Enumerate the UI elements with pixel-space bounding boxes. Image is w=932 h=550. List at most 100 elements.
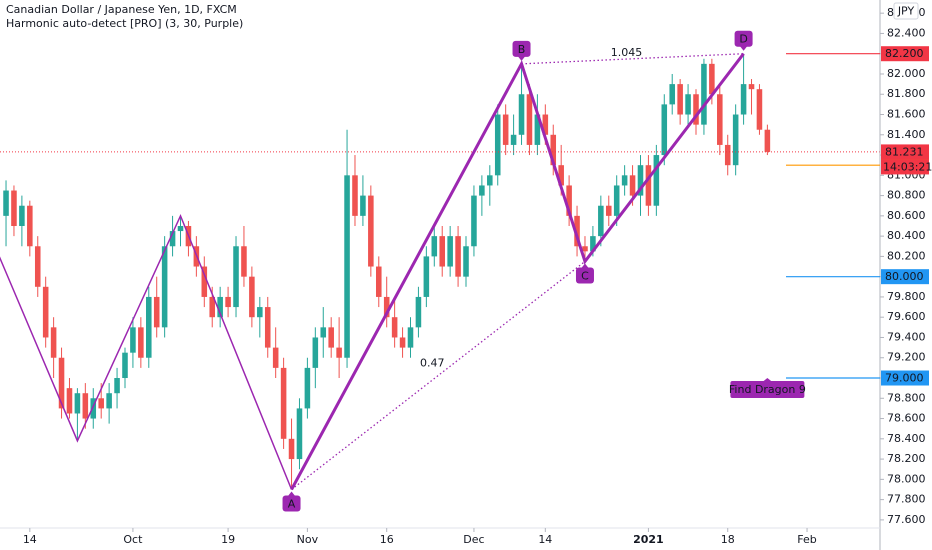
candle-body [510,134,517,145]
chart-title: Canadian Dollar / Japanese Yen, 1D, FXCM [6,3,237,16]
candle-body [98,398,104,409]
candle-body [494,114,501,176]
candle-body [574,215,580,247]
y-tick-label: 77.800 [887,493,926,506]
candle-body [11,190,17,226]
y-tick-label: 80.600 [887,209,926,222]
marker-pointer [517,55,526,61]
y-tick-label: 78.600 [887,412,926,425]
candle-body [724,144,731,166]
marker-box [575,267,594,284]
marker-pointer [287,491,296,497]
candle-body [479,185,485,196]
marker-label: A [288,497,296,510]
candle-body [637,165,644,196]
candle-body [518,94,525,135]
candle-body [447,236,453,267]
x-tick-label: 19 [221,533,235,546]
candle-body [764,129,771,152]
candle-body [629,175,636,196]
level-tag [881,370,929,386]
candle-body [19,205,25,226]
candle-body [50,327,57,358]
candle-body [177,225,184,232]
y-tick-label: 81.600 [887,108,926,121]
candle-body [383,296,390,318]
candle-body [399,337,406,348]
x-tick-label: 2021 [633,533,664,546]
candle-body [264,307,271,348]
candle-body [241,246,247,277]
candle-body [74,393,81,414]
candle-body [82,393,89,419]
candle-body [645,165,652,206]
candle-body [304,367,311,409]
y-tick-label: 80.800 [887,189,926,202]
marker-box [282,495,301,512]
level-label: 82.200 [885,47,924,60]
plot-area: 1.045 0.47 [0,46,880,491]
candle-body [209,296,216,318]
candle-body [42,286,49,338]
x-tick-label: Nov [297,533,319,546]
candle-body [169,231,176,247]
pattern-point-marker: D [734,30,753,51]
x-tick-label: 14 [538,533,552,546]
y-tick-label: 80.200 [887,249,926,262]
pattern-leg [0,213,293,490]
candle-body [375,266,382,297]
candle-body [336,347,342,358]
level-tag [881,269,929,285]
candle-body [542,114,549,135]
price-label: 81.231 [885,145,924,158]
candle-body [161,246,168,328]
y-tick-label: 78.800 [887,391,926,404]
pattern-point-marker: A [282,491,301,512]
candle-body [566,185,572,216]
countdown-tag [881,159,929,175]
y-tick-label: 79.400 [887,330,926,343]
marker-box [512,40,531,57]
candle-body [391,317,398,338]
candle-body [717,94,723,145]
candle-body [352,175,358,216]
y-tick-label: 78.400 [887,432,926,445]
candle-body [272,347,279,368]
candle-body [701,63,707,125]
x-tick-label: Feb [797,533,816,546]
candle-body [653,155,660,206]
marker-label: C [581,269,589,282]
candle-body [3,190,9,216]
x-tick-label: 18 [721,533,735,546]
ratio-label: 1.045 [611,46,643,59]
candle-body [709,63,715,95]
candle-body [122,352,128,379]
candle-body [677,84,683,115]
candle-body [106,393,112,409]
candle-body [58,357,65,409]
candle-body [613,185,620,216]
candle-body [328,327,334,348]
y-tick-label: 77.600 [887,513,926,526]
candle-body [415,296,422,328]
currency-box [893,2,919,20]
candle-body [502,114,509,145]
candle-body [693,94,699,125]
candle-body [526,94,533,145]
candle-body [249,276,255,318]
marker-pointer [739,45,748,51]
candle-body [534,114,541,145]
candle-body [661,104,668,156]
y-tick-label: 80.400 [887,229,926,242]
candle-body [621,175,628,186]
y-tick-label: 82.400 [887,26,926,39]
countdown-label: 14:03:21 [883,160,932,173]
candle-body [344,175,350,358]
candle-body [487,175,493,186]
level-label: 80.000 [885,270,924,283]
candle-body [90,398,97,419]
candle-body [233,246,239,308]
y-tick-label: 79.600 [887,310,926,323]
candle-body [590,236,596,252]
candle-body [138,327,144,358]
